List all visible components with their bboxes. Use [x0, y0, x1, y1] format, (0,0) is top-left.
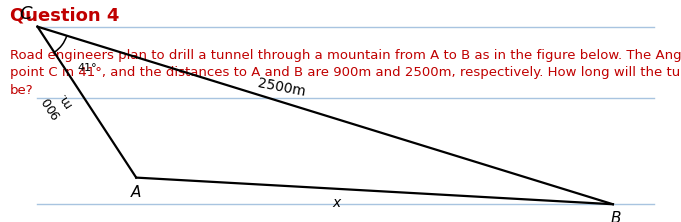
Text: 900
m.: 900 m. — [40, 85, 76, 121]
Text: x: x — [332, 196, 340, 210]
Text: 2500m: 2500m — [256, 76, 306, 99]
Text: 41°: 41° — [78, 63, 97, 73]
Text: C: C — [19, 5, 31, 24]
Text: B: B — [611, 211, 622, 222]
Text: Road engineers plan to drill a tunnel through a mountain from A to B as in the f: Road engineers plan to drill a tunnel th… — [10, 49, 681, 97]
Text: A: A — [131, 184, 142, 200]
Text: Question 4: Question 4 — [10, 7, 120, 25]
